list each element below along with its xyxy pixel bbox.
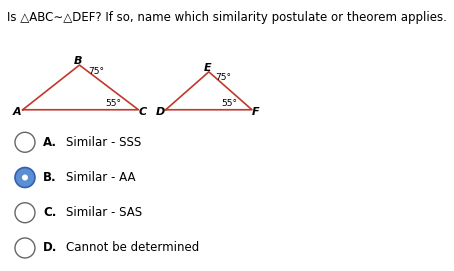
Ellipse shape (15, 238, 35, 258)
Text: C.: C. (43, 206, 56, 219)
Text: Cannot be determined: Cannot be determined (66, 241, 199, 254)
Ellipse shape (22, 175, 28, 180)
Text: A.: A. (43, 136, 57, 149)
Text: D.: D. (43, 241, 58, 254)
Text: D: D (156, 108, 165, 117)
Text: 55°: 55° (221, 99, 237, 108)
Text: Similar - AA: Similar - AA (66, 171, 135, 184)
Text: B.: B. (43, 171, 57, 184)
Text: 75°: 75° (215, 73, 231, 82)
Text: Is △ABC∼△DEF? If so, name which similarity postulate or theorem applies.: Is △ABC∼△DEF? If so, name which similari… (7, 11, 447, 24)
Text: C: C (139, 108, 147, 117)
Ellipse shape (15, 203, 35, 223)
Text: B: B (74, 56, 82, 66)
Text: Similar - SAS: Similar - SAS (66, 206, 142, 219)
Text: 55°: 55° (106, 99, 122, 108)
Text: Similar - SSS: Similar - SSS (66, 136, 141, 149)
Ellipse shape (15, 132, 35, 152)
Text: F: F (252, 108, 259, 117)
Ellipse shape (15, 167, 35, 188)
Text: A: A (13, 108, 21, 117)
Text: E: E (204, 63, 211, 73)
Text: 75°: 75° (89, 67, 104, 76)
